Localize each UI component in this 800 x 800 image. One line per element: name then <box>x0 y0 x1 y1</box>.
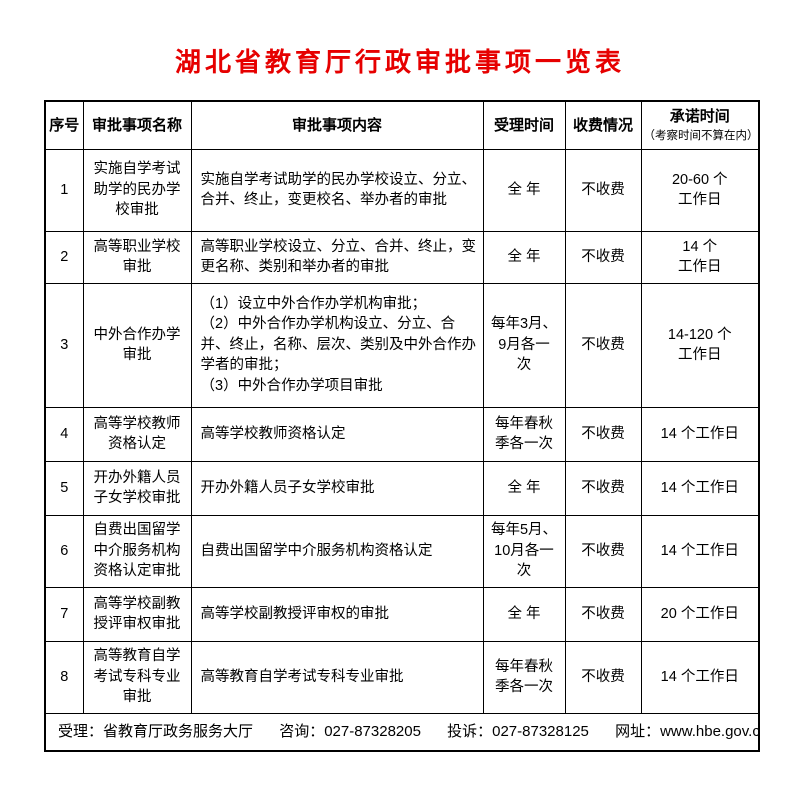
table-row: 3 中外合作办学审批 （1）设立中外合作办学机构审批； （2）中外合作办学机构设… <box>44 282 760 408</box>
footer-complaint-phone: 投诉：027-87328125 <box>447 723 589 741</box>
cell-no: 4 <box>44 406 84 462</box>
header-no: 序号 <box>44 100 84 150</box>
footer-consult-phone: 咨询：027-87328205 <box>279 723 421 741</box>
cell-content: （1）设立中外合作办学机构审批； （2）中外合作办学机构设立、分立、合并、终止，… <box>190 282 484 408</box>
cell-no: 8 <box>44 640 84 714</box>
cell-fee: 不收费 <box>564 460 642 516</box>
cell-fee: 不收费 <box>564 148 642 232</box>
cell-name: 高等学校副教授评审权审批 <box>82 586 192 642</box>
footer-website: 网址：www.hbe.gov.cn <box>615 723 759 741</box>
cell-content: 实施自学考试助学的民办学校设立、分立、合并、终止，变更校名、举办者的审批 <box>190 148 484 232</box>
footer-reception: 受理：省教育厅政务服务大厅 <box>58 723 254 741</box>
cell-fee: 不收费 <box>564 406 642 462</box>
cell-promise: 14 个工作日 <box>640 460 760 516</box>
header-fee: 收费情况 <box>564 100 642 150</box>
cell-time: 每年春秋 季各一次 <box>482 406 566 462</box>
page-title: 湖北省教育厅行政审批事项一览表 <box>174 48 625 77</box>
cell-no: 2 <box>44 230 84 284</box>
cell-name: 开办外籍人员子女学校审批 <box>82 460 192 516</box>
cell-promise: 14 个 工作日 <box>640 230 760 284</box>
cell-promise: 20 个工作日 <box>640 586 760 642</box>
cell-time: 全 年 <box>482 460 566 516</box>
cell-no: 5 <box>44 460 84 516</box>
cell-content: 高等学校教师资格认定 <box>190 406 484 462</box>
cell-fee: 不收费 <box>564 586 642 642</box>
cell-no: 3 <box>44 282 84 408</box>
cell-name: 实施自学考试助学的民办学校审批 <box>82 148 192 232</box>
header-promise-main: 承诺时间 <box>669 108 730 125</box>
header-name: 审批事项名称 <box>82 100 192 150</box>
cell-no: 1 <box>44 148 84 232</box>
cell-no: 7 <box>44 586 84 642</box>
table-row: 6 自费出国留学中介服务机构资格认定审批 自费出国留学中介服务机构资格认定 每年… <box>44 514 760 588</box>
cell-name: 高等教育自学考试专科专业审批 <box>82 640 192 714</box>
cell-promise: 14 个工作日 <box>640 406 760 462</box>
table-row: 5 开办外籍人员子女学校审批 开办外籍人员子女学校审批 全 年 不收费 14 个… <box>44 460 760 516</box>
table-row: 4 高等学校教师资格认定 高等学校教师资格认定 每年春秋 季各一次 不收费 14… <box>44 406 760 462</box>
cell-fee: 不收费 <box>564 514 642 588</box>
cell-content: 自费出国留学中介服务机构资格认定 <box>190 514 484 588</box>
cell-promise: 14 个工作日 <box>640 640 760 714</box>
cell-time: 每年3月、 9月各一 次 <box>482 282 566 408</box>
cell-content: 高等学校副教授评审权的审批 <box>190 586 484 642</box>
cell-content: 高等职业学校设立、分立、合并、终止，变更名称、类别和举办者的审批 <box>190 230 484 284</box>
cell-fee: 不收费 <box>564 282 642 408</box>
cell-time: 全 年 <box>482 230 566 284</box>
cell-no: 6 <box>44 514 84 588</box>
cell-name: 高等职业学校审批 <box>82 230 192 284</box>
cell-name: 自费出国留学中介服务机构资格认定审批 <box>82 514 192 588</box>
approval-table: 序号 审批事项名称 审批事项内容 受理时间 收费情况 承诺时间 （考察时间不算在… <box>44 100 760 753</box>
cell-time: 每年5月、 10月各一 次 <box>482 514 566 588</box>
cell-promise: 14 个工作日 <box>640 514 760 588</box>
cell-time: 全 年 <box>482 586 566 642</box>
table-row: 1 实施自学考试助学的民办学校审批 实施自学考试助学的民办学校设立、分立、合并、… <box>44 148 760 232</box>
table-row: 8 高等教育自学考试专科专业审批 高等教育自学考试专科专业审批 每年春秋 季各一… <box>44 640 760 714</box>
header-promise-sub: （考察时间不算在内） <box>643 130 759 143</box>
header-content: 审批事项内容 <box>190 100 484 150</box>
table-row: 7 高等学校副教授评审权审批 高等学校副教授评审权的审批 全 年 不收费 20 … <box>44 586 760 642</box>
cell-name: 中外合作办学审批 <box>82 282 192 408</box>
table-row: 2 高等职业学校审批 高等职业学校设立、分立、合并、终止，变更名称、类别和举办者… <box>44 230 760 284</box>
header-time: 受理时间 <box>482 100 566 150</box>
cell-time: 每年春秋 季各一次 <box>482 640 566 714</box>
cell-promise: 20-60 个 工作日 <box>640 148 760 232</box>
cell-promise: 14-120 个 工作日 <box>640 282 760 408</box>
table-footer-row: 受理：省教育厅政务服务大厅 咨询：027-87328205 投诉：027-873… <box>44 712 760 752</box>
cell-time: 全 年 <box>482 148 566 232</box>
cell-fee: 不收费 <box>564 640 642 714</box>
cell-content: 开办外籍人员子女学校审批 <box>190 460 484 516</box>
header-promise: 承诺时间 （考察时间不算在内） <box>640 100 760 150</box>
footer-contact-info: 受理：省教育厅政务服务大厅 咨询：027-87328205 投诉：027-873… <box>44 712 760 752</box>
cell-content: 高等教育自学考试专科专业审批 <box>190 640 484 714</box>
cell-fee: 不收费 <box>564 230 642 284</box>
table-header-row: 序号 审批事项名称 审批事项内容 受理时间 收费情况 承诺时间 （考察时间不算在… <box>44 100 760 150</box>
cell-name: 高等学校教师资格认定 <box>82 406 192 462</box>
